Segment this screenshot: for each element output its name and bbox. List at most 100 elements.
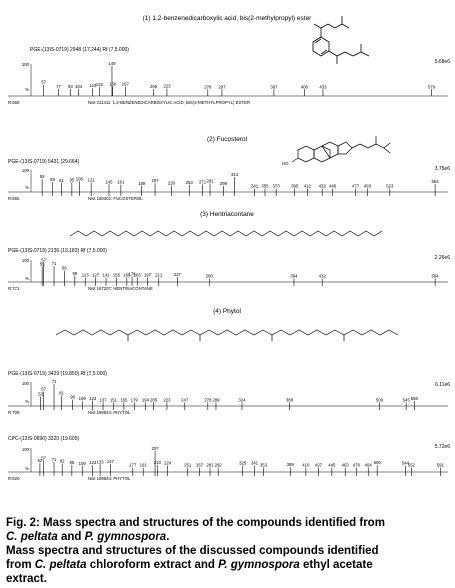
peak-label-105: 105 [76, 176, 84, 181]
peak-label-151: 151 [110, 397, 118, 402]
panel-1-spectrum: 57 77 93 104 123 132 149 150 167 205 223 278 297 367 4… [41, 61, 436, 96]
peak-label-281: 281 [206, 179, 214, 184]
peak-label-177: 177 [129, 463, 137, 468]
peak-label-412: 412 [304, 183, 312, 188]
panel-2-library-hit: Nist 160302: FUCOSTEROL [88, 196, 143, 201]
peak-label-552: 552 [408, 463, 416, 468]
panel-3-title: (3) Hentriacontane [200, 211, 254, 218]
peak-label-57: 57 [41, 455, 46, 460]
panel-3-library-hit: Nist 167207: HENTRIACONTANE [88, 286, 153, 291]
peak-label-104: 104 [75, 84, 83, 89]
peak-label-544: 544 [402, 461, 410, 466]
peak-label-207: 207 [151, 446, 159, 451]
peak-label-179: 179 [131, 397, 139, 402]
peak-label-82: 82 [60, 459, 65, 464]
peak-label-388: 388 [286, 397, 294, 402]
caption-line-4: from C. peltata chloroform extract and P… [6, 559, 373, 571]
peak-label-149: 149 [108, 61, 116, 66]
peak-label-314: 314 [231, 172, 239, 177]
panel-3-header: PGE-(13IS-0719) 2136 (13.183) Rf (7,5.00… [8, 248, 107, 254]
panel-4b-header: CPC-(13IS-0690) 3320 (19.605) [8, 436, 79, 442]
peak-label-77: 77 [56, 84, 61, 89]
peak-label-85: 85 [62, 266, 67, 271]
panel-2-r-label: R:665 [8, 196, 20, 201]
peak-label-494: 494 [365, 463, 373, 468]
peak-label-289: 289 [212, 397, 220, 402]
peak-label-493: 493 [364, 183, 372, 188]
caption-line-3: Mass spectra and structures of the discu… [6, 545, 379, 557]
peak-label-57: 57 [41, 387, 46, 392]
peak-label-95: 95 [69, 177, 74, 182]
peak-label-253: 253 [186, 180, 194, 185]
peak-label-579: 579 [428, 84, 436, 89]
peak-label-183: 183 [134, 272, 142, 277]
peak-label-81: 81 [59, 391, 64, 396]
peak-label-205: 205 [150, 397, 158, 402]
peak-label-155: 155 [113, 272, 121, 277]
peak-label-53: 53 [38, 391, 43, 396]
peak-label-71: 71 [52, 261, 57, 266]
peak-label-297: 297 [218, 84, 226, 89]
peak-label-506: 506 [374, 460, 382, 465]
panel-4-axis-zero: % [25, 399, 29, 404]
caption-line-5: extract. [6, 573, 47, 585]
peak-label-147: 147 [107, 459, 115, 464]
peak-label-57: 57 [41, 257, 46, 262]
panel-1-library-hit: Nist 211411: 1,2-BENZENEDICARBOXYLIC ACI… [88, 100, 250, 105]
peak-label-247: 247 [181, 397, 189, 402]
peak-label-81: 81 [59, 178, 64, 183]
panel-2-axis-top: 100 [22, 168, 30, 173]
panel-1-axis-top: 100 [22, 62, 30, 67]
peak-label-165: 165 [120, 397, 128, 402]
peak-label-207: 207 [151, 178, 159, 183]
peak-label-394: 394 [290, 274, 298, 279]
peak-label-189: 189 [138, 181, 146, 186]
caption-line-1: Fig. 2: Mass spectra and structures of t… [6, 517, 385, 529]
peak-label-57: 57 [41, 80, 46, 85]
peak-label-545: 545 [403, 397, 411, 402]
peak-label-223: 223 [163, 397, 171, 402]
panel-4-scale: 6.11e6 [435, 382, 450, 388]
peak-label-395: 395 [291, 183, 299, 188]
peak-label-251: 251 [184, 463, 192, 468]
panel-4-library-hit: Nist 199544: PHYTOL [88, 410, 131, 415]
peak-label-99: 99 [72, 271, 77, 276]
peak-label-584: 584 [432, 179, 440, 184]
peak-label-446: 446 [329, 183, 337, 188]
peak-label-591: 591 [437, 463, 445, 468]
peak-label-389: 389 [287, 462, 295, 467]
panel-1-scale: 5.68e6 [435, 59, 451, 65]
panel-4b-library-hit: Nist 199544: PHYTOL [88, 476, 131, 481]
peak-label-197: 197 [144, 272, 152, 277]
peak-label-271: 271 [199, 179, 207, 184]
peak-label-52: 52 [38, 458, 43, 463]
panel-3-axis-top: 100 [22, 258, 30, 263]
peak-label-161: 161 [117, 180, 125, 185]
peak-label-145: 145 [105, 179, 113, 184]
panel-1-r-label: R:658 [8, 100, 20, 105]
peak-label-150: 150 [109, 82, 117, 87]
peak-label-141: 141 [102, 272, 110, 277]
peak-label-267: 267 [196, 463, 204, 468]
peak-label-96: 96 [70, 395, 75, 400]
peak-label-281: 281 [206, 463, 214, 468]
peak-label-433: 433 [319, 84, 327, 89]
panel-2-spectrum: 55 69 81 95 105 121 145 161 189 207 229 253 271 281 29… [40, 172, 440, 196]
panel-1-title: (1) 1,2-benzenedicarboxylic acid, bis(2-… [143, 15, 313, 22]
peak-label-113: 113 [82, 272, 89, 277]
peak-label-509: 509 [376, 397, 384, 402]
peak-label-355: 355 [261, 183, 269, 188]
panel-4b-r-label: R:820 [8, 476, 20, 481]
peak-label-121: 121 [88, 178, 96, 183]
peak-label-55: 55 [40, 261, 45, 266]
panel-3-scale: 2.26e6 [435, 255, 451, 261]
panel-1-header: PGE-(13IS-0719) 2948 (17.244) Rf (7,5.00… [30, 47, 129, 53]
peak-label-584: 584 [432, 274, 440, 279]
peak-label-109: 109 [79, 461, 87, 466]
panel-2-title: (2) Fucosterol [207, 136, 248, 143]
peak-label-109: 109 [79, 396, 87, 401]
panel-2-scale: 3.75e6 [435, 166, 451, 172]
